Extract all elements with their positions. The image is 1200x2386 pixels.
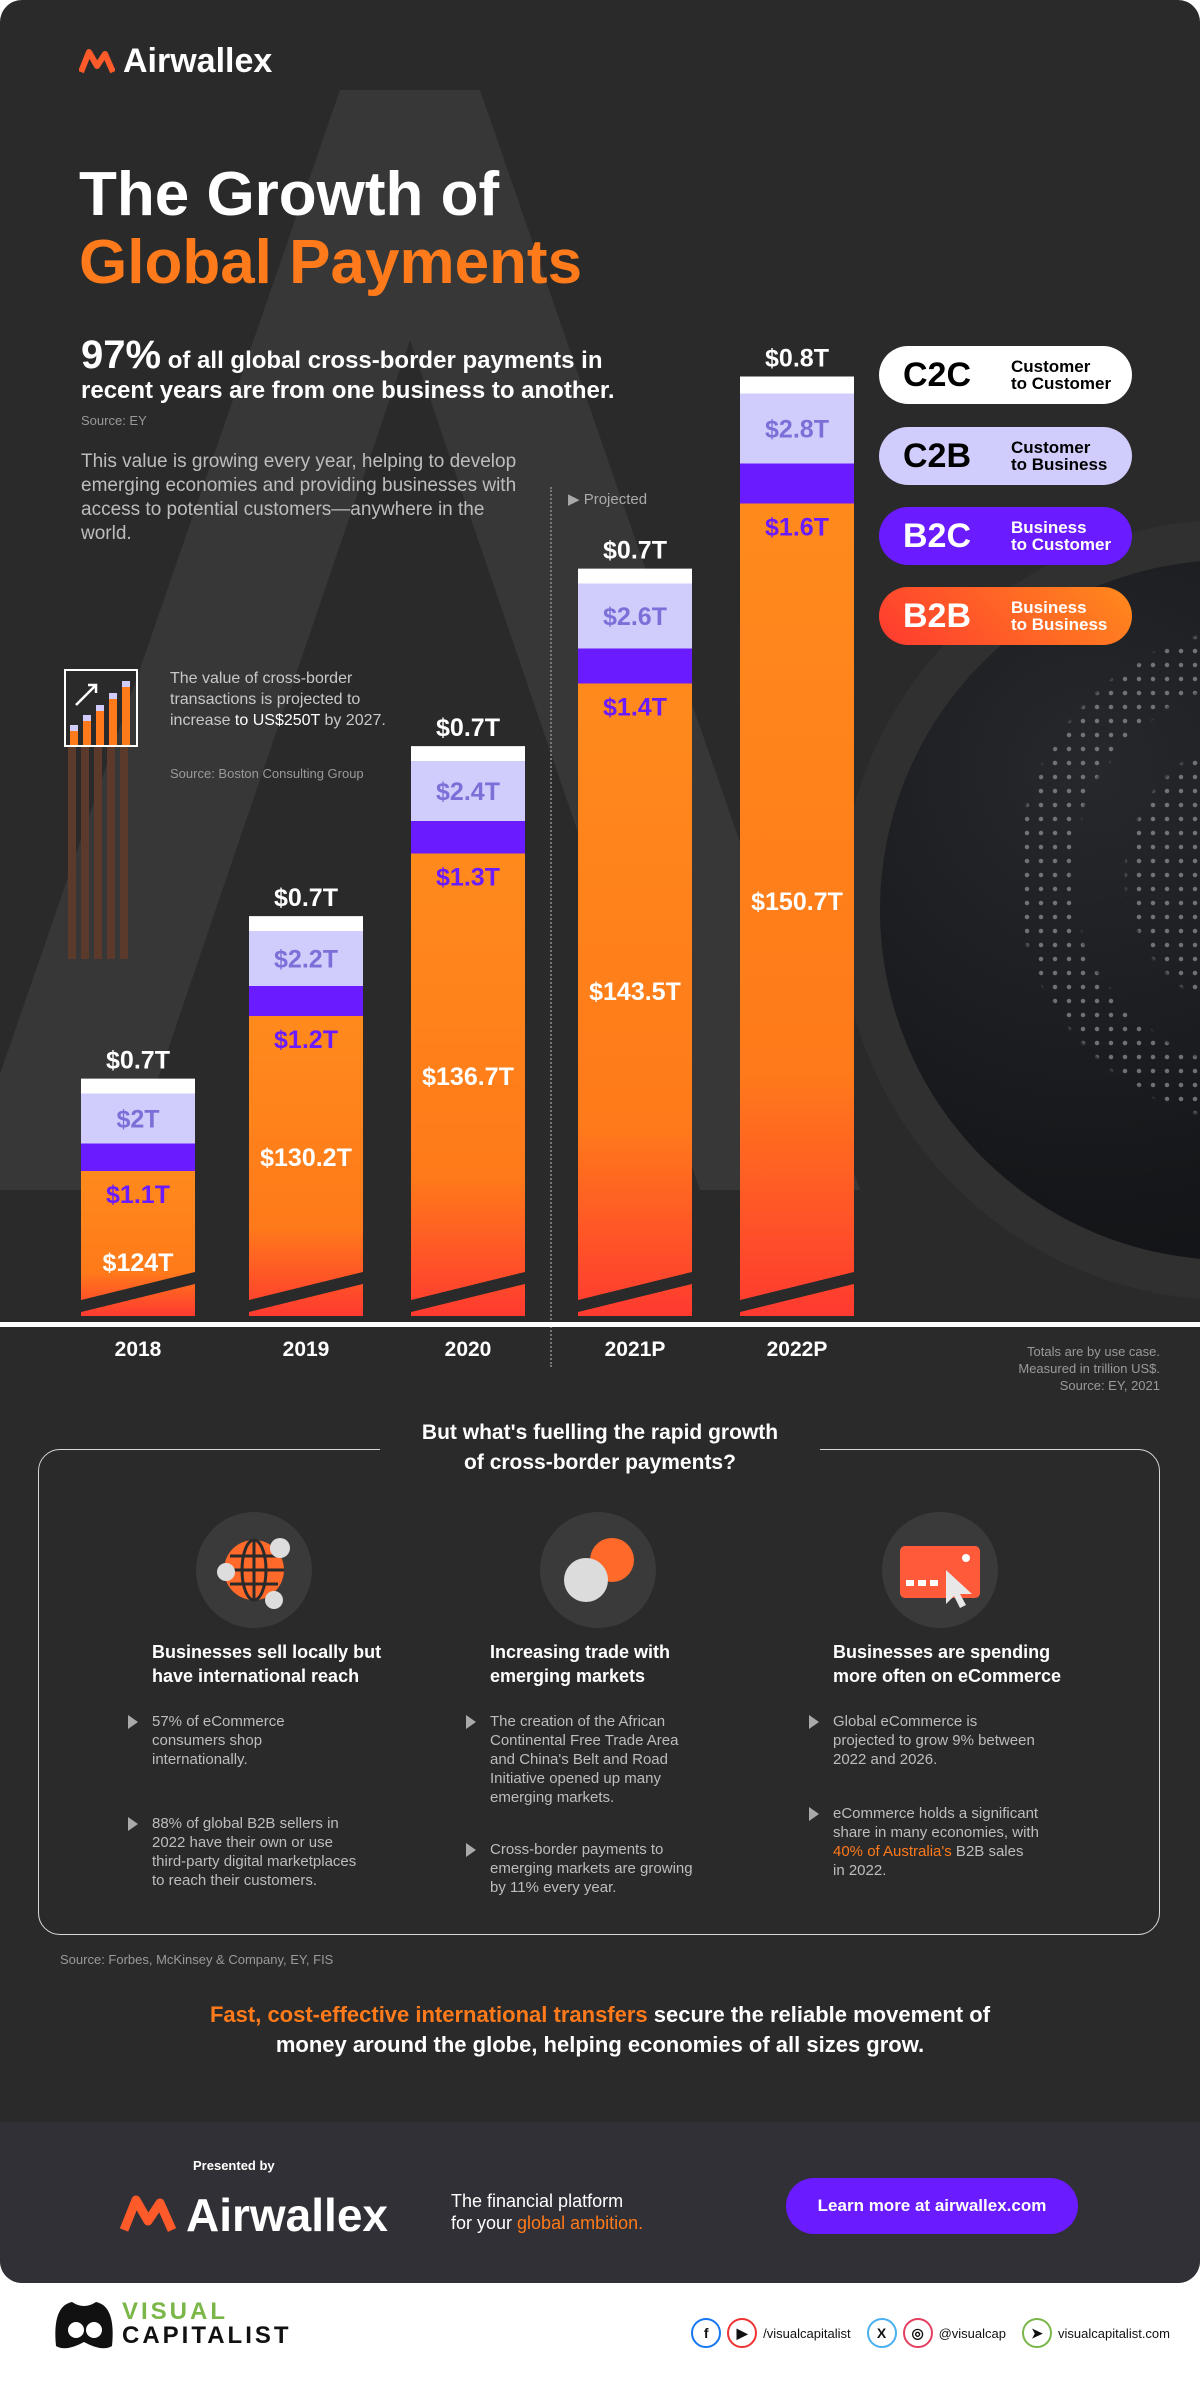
callout-source: Source: Boston Consulting Group	[170, 766, 364, 781]
callout-text: The value of cross-border transactions i…	[170, 670, 386, 729]
driver-bullet: 88% of global B2B sellers in 2022 have t…	[128, 1814, 358, 1890]
social-links: f ▶ /visualcapitalist X ◎ @visualcap ➤ v…	[691, 2318, 1170, 2348]
bar-b2b-2022P	[740, 503, 854, 1316]
x-axis-line	[0, 1322, 1200, 1327]
facebook-icon[interactable]: f	[691, 2318, 722, 2348]
legend-b2b: B2B Business to Business	[879, 587, 1132, 645]
driver-bullet: Cross-border payments to emerging market…	[466, 1840, 696, 1897]
x-tick-label: 2019	[282, 1338, 330, 1361]
x-icon[interactable]: X	[866, 2318, 897, 2348]
driver-bullet: 57% of eCommerce consumers shop internat…	[128, 1712, 358, 1769]
bar-b2c-2021P	[578, 648, 692, 684]
bar-c2b-2020	[411, 761, 525, 821]
visual-capitalist-logo: VISUAL CAPITALIST	[52, 2296, 292, 2352]
key-stat: 97% of all global cross-border payments …	[81, 333, 615, 428]
decorative-bars	[68, 747, 128, 959]
instagram-icon[interactable]: ◎	[902, 2318, 933, 2348]
airwallex-footer-logo: Airwallex	[120, 2188, 388, 2242]
stacked-bar-chart: $0.7T $2T $1.1T $124T $0.7T $2.2T $1.2T $130.2T…	[73, 345, 862, 1316]
projected-label: ▶ Projected	[568, 491, 648, 508]
bar-b2b-2020	[411, 853, 525, 1316]
title-line2: Global Payments	[79, 228, 583, 297]
bar-c2b-2019	[249, 931, 363, 986]
chart-notes: Totals are by use case. Measured in trill…	[1018, 1344, 1160, 1393]
overlapping-circles-icon	[540, 1512, 656, 1628]
axis-break-mark	[570, 1270, 700, 1314]
label-b2b: $136.7T	[422, 1063, 514, 1091]
label-c2b: $2.6T	[603, 603, 667, 631]
bar-c2c-2019	[249, 916, 363, 931]
label-b2b: $130.2T	[260, 1144, 352, 1172]
x-tick-label: 2020	[444, 1338, 492, 1361]
bar-c2c-2020	[411, 746, 525, 761]
card-cursor-icon	[882, 1512, 998, 1628]
title-line1: The Growth of	[79, 160, 500, 229]
driver-bullet: The creation of the African Continental …	[466, 1712, 696, 1807]
driver-bullet: eCommerce holds a significant share in m…	[809, 1804, 1039, 1880]
label-b2c: $1.2T	[274, 1026, 338, 1054]
driver-heading: Businesses sell locally but have internat…	[152, 1642, 382, 1686]
youtube-icon[interactable]: ▶	[727, 2318, 758, 2348]
bar-c2b-2021P	[578, 583, 692, 649]
projected-divider	[550, 487, 552, 1367]
bar-b2c-2022P	[740, 463, 854, 504]
label-c2b: $2.2T	[274, 946, 338, 974]
bar-chart-growth-icon	[64, 669, 138, 747]
label-c2b: $2.4T	[436, 778, 500, 806]
bar-b2c-2020	[411, 821, 525, 854]
label-b2b: $150.7T	[751, 888, 843, 916]
bar-c2c-2022P	[740, 376, 854, 394]
airwallex-logo-icon	[79, 48, 115, 73]
legend-c2b: C2B Customer to Business	[879, 427, 1132, 485]
label-c2c: $0.7T	[106, 1047, 170, 1075]
sponsor-footer: Presented by Airwallex The financial pla…	[0, 2122, 1200, 2283]
label-c2c: $0.8T	[765, 345, 829, 373]
label-b2c: $1.6T	[765, 514, 829, 542]
label-b2c: $1.4T	[603, 694, 667, 722]
globe-graphic	[880, 560, 1200, 1260]
label-c2b: $2T	[116, 1106, 159, 1134]
label-b2c: $1.1T	[106, 1181, 170, 1209]
bar-b2b-2021P	[578, 683, 692, 1316]
axis-break-mark	[732, 1270, 862, 1314]
label-c2c: $0.7T	[436, 714, 500, 742]
label-c2c: $0.7T	[603, 537, 667, 565]
axis-break-mark	[73, 1270, 203, 1314]
drivers-question: But what's fuelling the rapid growth of c…	[421, 1421, 779, 1474]
label-b2b: $124T	[103, 1249, 174, 1277]
x-tick-label: 2022P	[766, 1338, 828, 1361]
bar-b2c-2019	[249, 986, 363, 1016]
intro-paragraph: This value is growing every year, helpin…	[81, 451, 517, 544]
bar-c2b-2018	[81, 1093, 195, 1144]
axis-break-mark	[403, 1270, 533, 1314]
infographic: Airwallex The Growth of Global Payments …	[0, 0, 1200, 2283]
driver-heading: Increasing trade with emerging markets	[490, 1642, 671, 1686]
legend-b2c: B2C Business to Customer	[879, 507, 1132, 565]
label-b2c: $1.3T	[436, 864, 500, 892]
globe-network-icon	[196, 1512, 312, 1628]
closing-statement: Fast, cost-effective international trans…	[209, 2002, 991, 2057]
label-c2c: $0.7T	[274, 884, 338, 912]
airwallex-logo-icon	[120, 2195, 176, 2232]
learn-more-button[interactable]: Learn more at airwallex.com	[786, 2178, 1078, 2234]
airwallex-logo: Airwallex	[79, 42, 272, 81]
bar-b2c-2018	[81, 1143, 195, 1171]
label-c2b: $2.8T	[765, 416, 829, 444]
axis-break-mark	[241, 1270, 371, 1314]
bar-c2c-2018	[81, 1078, 195, 1094]
bar-c2b-2022P	[740, 393, 854, 464]
driver-heading: Businesses are spending more often on eCo…	[833, 1642, 1062, 1686]
bar-b2b-2019	[249, 1016, 363, 1316]
driver-bullet: Global eCommerce is projected to grow 9%…	[809, 1712, 1039, 1769]
legend-c2c: C2C Customer to Customer	[879, 346, 1132, 404]
x-tick-label: 2021P	[604, 1338, 666, 1361]
x-tick-label: 2018	[114, 1338, 162, 1361]
cursor-icon[interactable]: ➤	[1022, 2318, 1052, 2348]
tagline: The financial platform for your global am…	[451, 2191, 644, 2233]
drivers-source: Source: Forbes, McKinsey & Company, EY, …	[60, 1952, 334, 1967]
bar-c2c-2021P	[578, 568, 692, 584]
label-b2b: $143.5T	[589, 978, 681, 1006]
